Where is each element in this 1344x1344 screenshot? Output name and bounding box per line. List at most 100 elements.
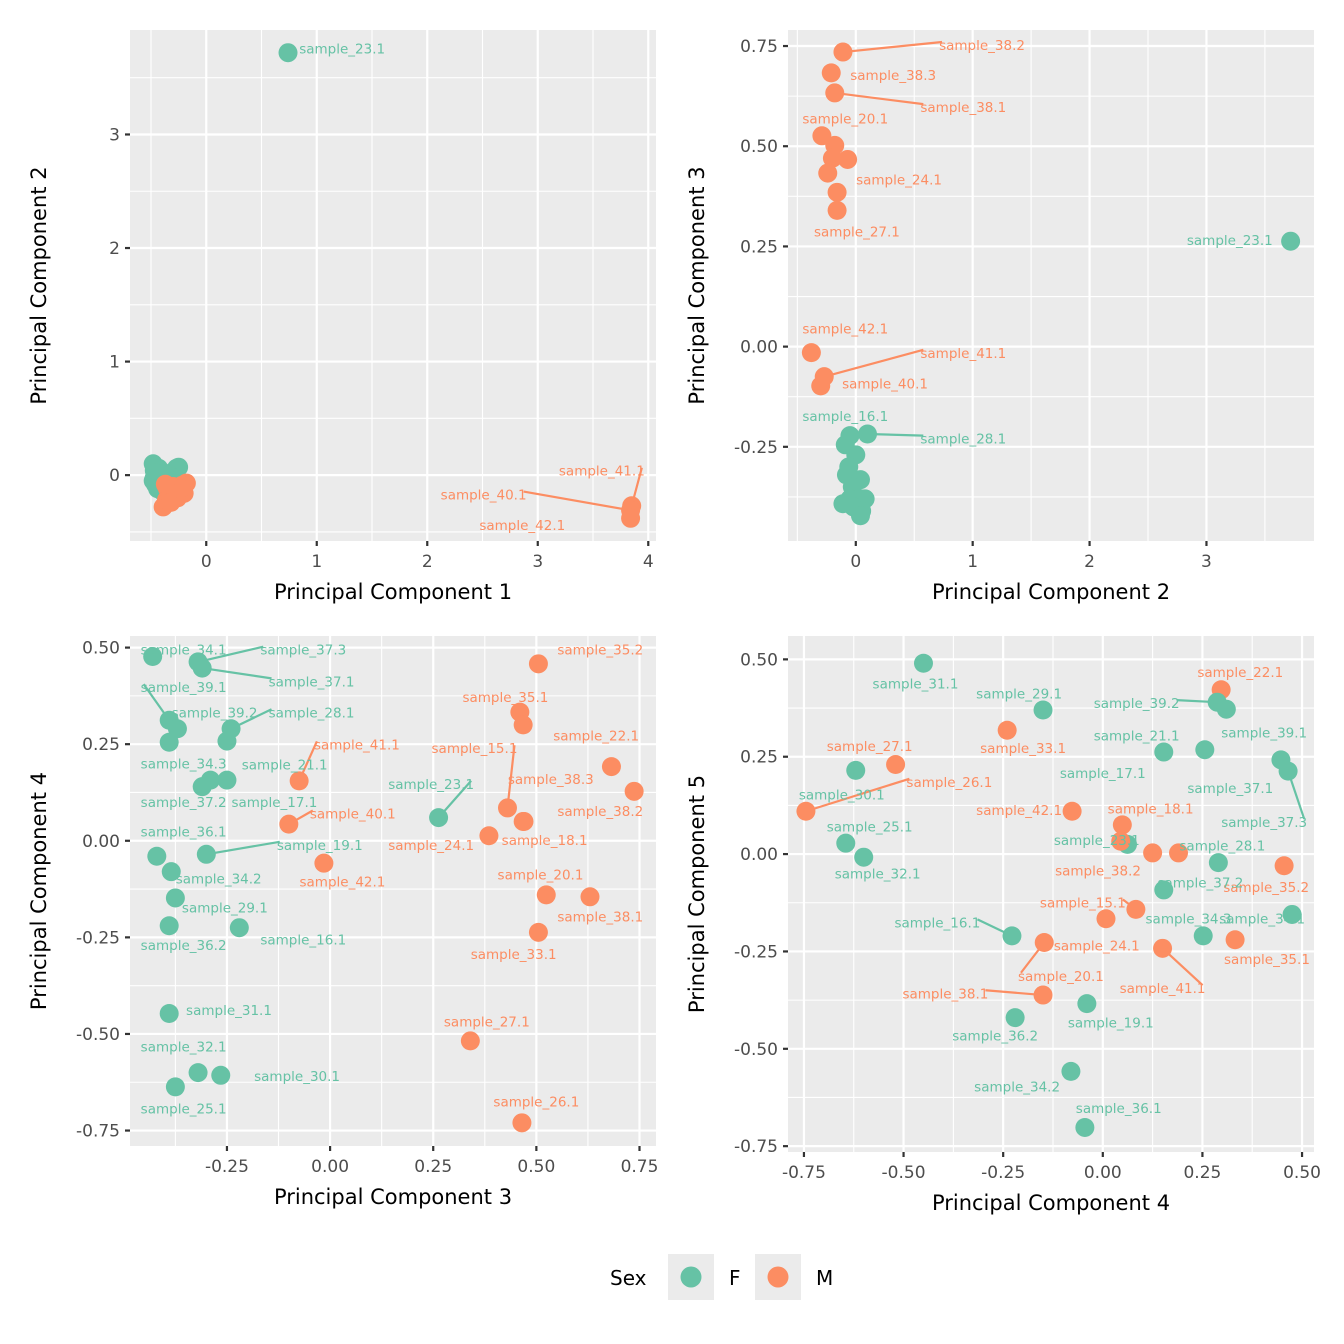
point-male [528, 654, 548, 674]
point-male [1169, 843, 1189, 863]
label-connector [805, 777, 910, 813]
point-label: sample_36.2 [952, 1028, 1038, 1044]
point-label: sample_28.1 [920, 432, 1006, 448]
point-male [536, 885, 556, 905]
point-female [1005, 1008, 1025, 1028]
point-male [1111, 831, 1131, 851]
legend-label-m: M [816, 1266, 833, 1290]
point-label: sample_39.1 [141, 680, 227, 696]
point-label: sample_23.1 [388, 777, 474, 793]
point-female [143, 646, 163, 666]
point-label: sample_34.3 [1146, 912, 1232, 928]
point-male [624, 781, 644, 801]
point-label: sample_19.1 [277, 838, 363, 854]
point-label: sample_42.1 [802, 321, 888, 337]
point-female [1216, 699, 1236, 719]
x-tick-label: 0.75 [621, 1157, 659, 1177]
point-male [1274, 856, 1294, 876]
label-connector [985, 989, 1044, 997]
point-female [211, 1065, 231, 1085]
point-label: sample_28.1 [269, 705, 355, 721]
point-label: sample_34.2 [974, 1080, 1060, 1096]
y-tick-label: 0.25 [740, 237, 778, 257]
panel-1: 0 1 2 3 4 0 1 2 3 Principal Component 1 Principal … [27, 30, 656, 604]
x-tick-label: -0.25 [205, 1157, 249, 1177]
point-label: sample_31.1 [186, 1003, 272, 1019]
point-male [1225, 930, 1245, 950]
point-male [1033, 985, 1053, 1005]
point-female [913, 653, 933, 673]
y-tick-label: -0.25 [734, 438, 778, 458]
point-male [1112, 815, 1132, 835]
point-female [161, 862, 181, 882]
point-label: sample_29.1 [976, 686, 1062, 702]
point-label: sample_38.3 [508, 772, 594, 788]
point-label: sample_16.1 [894, 915, 980, 931]
point-female [1033, 700, 1053, 720]
point-male [512, 1113, 532, 1133]
y-tick-label: -0.25 [734, 942, 778, 962]
point-label: sample_24.1 [856, 172, 942, 188]
point-label: sample_37.2 [141, 795, 227, 811]
point-female [854, 847, 874, 867]
y-tick-label: 0.75 [740, 37, 778, 57]
point-label: sample_42.1 [300, 875, 386, 891]
point-label: sample_15.1 [1040, 896, 1126, 912]
point-label: sample_25.1 [141, 1101, 227, 1117]
label-connector [506, 745, 516, 809]
label-connector [823, 348, 924, 378]
x-tick-label: -0.25 [981, 1163, 1025, 1183]
point-female [1061, 1061, 1081, 1081]
point-female [846, 760, 866, 780]
point-label: sample_20.1 [802, 111, 888, 127]
point-female [165, 1077, 185, 1097]
x-tick-label: 0.00 [311, 1157, 349, 1177]
x-axis-title: Principal Component 1 [274, 580, 512, 604]
point-label: sample_40.1 [842, 377, 928, 393]
point-male [621, 508, 641, 528]
point-female [278, 43, 298, 63]
point-female [429, 808, 449, 828]
point-male [838, 149, 858, 169]
panel-3: -0.25 0.00 0.25 0.50 0.75 -0.75 -0.50 -0.25 0.00… [27, 636, 658, 1209]
point-label: sample_26.1 [906, 775, 992, 791]
point-label: sample_32.1 [141, 1039, 227, 1055]
y-tick-label: 0.00 [82, 832, 120, 852]
point-label: sample_38.3 [850, 68, 936, 84]
x-tick-label: 0 [850, 552, 861, 572]
point-label: sample_38.2 [1055, 864, 1141, 880]
point-female [196, 844, 216, 864]
x-tick-label: 2 [1084, 552, 1095, 572]
point-label: sample_36.2 [141, 938, 227, 954]
point-male [1126, 899, 1146, 919]
label-connector [834, 91, 924, 106]
x-tick-label: 2 [422, 552, 433, 572]
point-label: sample_38.1 [920, 100, 1006, 116]
point-label: sample_24.1 [1054, 938, 1140, 954]
point-label: sample_23.1 [1054, 833, 1140, 849]
x-tick-label: 0.25 [414, 1157, 452, 1177]
point-male [513, 715, 533, 735]
point-female [1077, 994, 1097, 1014]
point-label: sample_34.1 [141, 643, 227, 659]
point-female [1154, 742, 1174, 762]
point-label: sample_28.1 [1179, 838, 1265, 854]
point-label: sample_37.2 [1157, 875, 1243, 891]
y-tick-label: 2 [109, 239, 120, 259]
point-male [497, 798, 517, 818]
point-label: sample_26.1 [493, 1094, 579, 1110]
point-label: sample_20.1 [1018, 969, 1104, 985]
point-label: sample_15.1 [432, 741, 518, 757]
y-axis-title: Principal Component 4 [27, 772, 51, 1010]
point-male [811, 376, 831, 396]
x-axis-title: Principal Component 4 [932, 1191, 1170, 1215]
data-layer: sample_34.1 sample_37.3 sample_37.1 sample_… [141, 643, 644, 1133]
point-label: sample_33.1 [980, 741, 1066, 757]
point-female [1278, 761, 1298, 781]
x-tick-label: 0.25 [1183, 1163, 1221, 1183]
point-label: sample_21.1 [242, 757, 328, 773]
point-female [1193, 926, 1213, 946]
point-label: sample_22.1 [553, 728, 639, 744]
x-tick-label: 3 [1201, 552, 1212, 572]
